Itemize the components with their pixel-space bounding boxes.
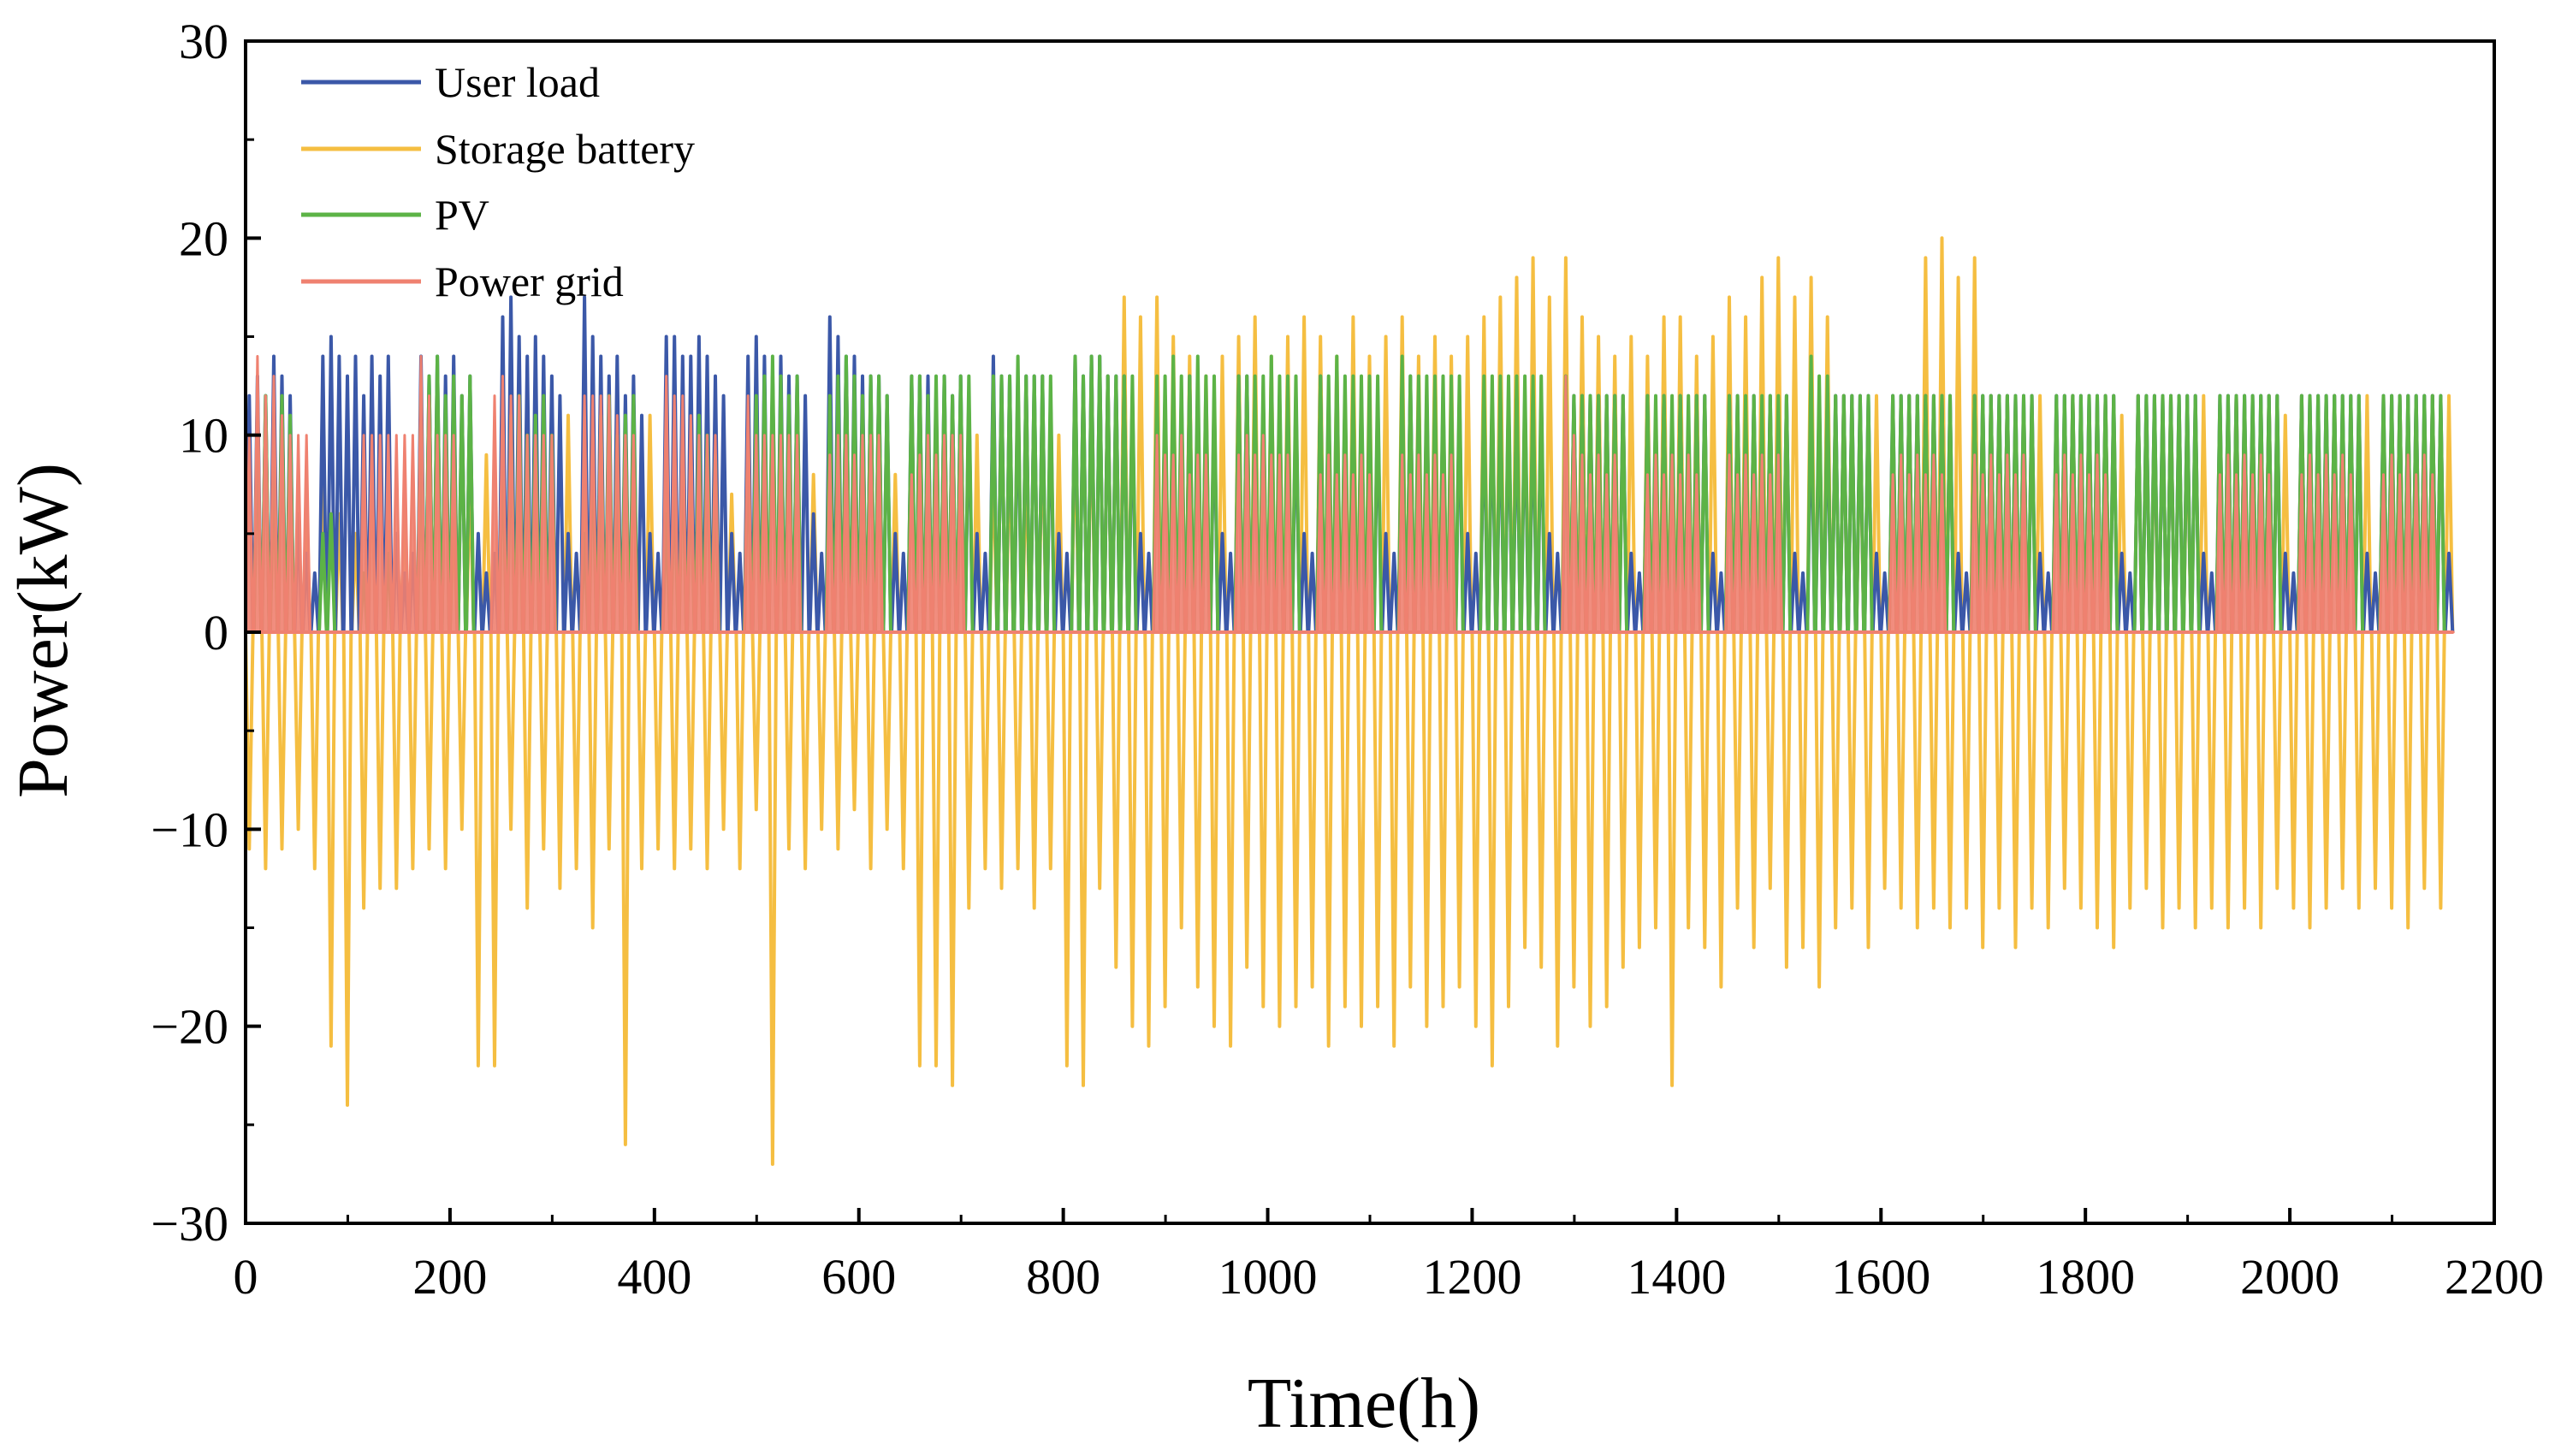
series-line-storage-battery <box>244 236 2455 1166</box>
y-tick-label: 20 <box>179 210 228 266</box>
series-storage-battery <box>244 236 2455 1166</box>
axis-ticks: 0 200 400 600 800 1000 1200 1400 1600 1800 2000 220… <box>151 14 2544 1305</box>
series-layer <box>244 236 2455 1166</box>
y-tick-label: 10 <box>179 408 228 464</box>
x-tick-label: 1400 <box>1627 1249 1726 1305</box>
legend-label-storage-battery: Storage battery <box>435 125 695 173</box>
legend-label-pv: PV <box>435 191 489 239</box>
x-tick-label: 2200 <box>2445 1249 2544 1305</box>
x-tick-label: 2000 <box>2240 1249 2339 1305</box>
y-tick-label: −20 <box>151 999 228 1055</box>
x-tick-label: 0 <box>234 1249 258 1305</box>
legend-label-power-grid: Power grid <box>435 257 624 305</box>
series-line-power-grid <box>244 355 2455 634</box>
legend: User load Storage battery PV Power grid <box>301 58 695 305</box>
series-power-grid <box>244 355 2455 634</box>
x-tick-label: 1200 <box>1422 1249 1521 1305</box>
x-tick-label: 1800 <box>2036 1249 2135 1305</box>
x-tick-label: 1600 <box>1831 1249 1930 1305</box>
x-tick-label: 600 <box>821 1249 896 1305</box>
y-tick-label: −30 <box>151 1196 228 1252</box>
legend-label-user-load: User load <box>435 58 600 106</box>
y-tick-label: −10 <box>151 802 228 857</box>
y-tick-label: 0 <box>204 605 228 660</box>
x-axis-title: Time(h) <box>1248 1364 1480 1443</box>
x-tick-label: 200 <box>412 1249 487 1305</box>
x-tick-label: 800 <box>1026 1249 1100 1305</box>
x-tick-label: 1000 <box>1218 1249 1318 1305</box>
y-tick-label: 30 <box>179 14 228 69</box>
y-axis-title: Power(kW) <box>3 463 83 798</box>
x-tick-label: 400 <box>617 1249 691 1305</box>
